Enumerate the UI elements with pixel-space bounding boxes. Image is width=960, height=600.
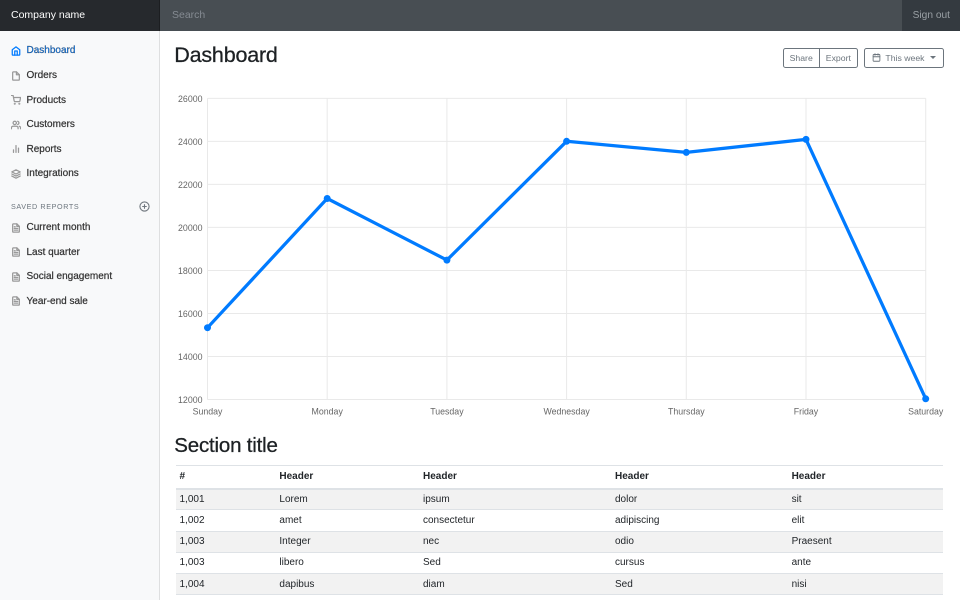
- svg-text:Monday: Monday: [312, 407, 344, 417]
- svg-text:Tuesday: Tuesday: [430, 407, 464, 417]
- svg-text:22000: 22000: [178, 180, 203, 190]
- svg-text:Thursday: Thursday: [668, 407, 705, 417]
- svg-text:Wednesday: Wednesday: [543, 407, 590, 417]
- svg-text:16000: 16000: [178, 309, 203, 319]
- svg-text:20000: 20000: [178, 223, 203, 233]
- svg-text:18000: 18000: [178, 266, 203, 276]
- svg-text:26000: 26000: [178, 94, 203, 104]
- svg-text:Saturday: Saturday: [908, 407, 944, 417]
- svg-text:Sunday: Sunday: [193, 407, 223, 417]
- svg-text:Friday: Friday: [794, 407, 819, 417]
- svg-text:12000: 12000: [178, 395, 203, 405]
- svg-text:24000: 24000: [178, 137, 203, 147]
- svg-text:14000: 14000: [178, 352, 203, 362]
